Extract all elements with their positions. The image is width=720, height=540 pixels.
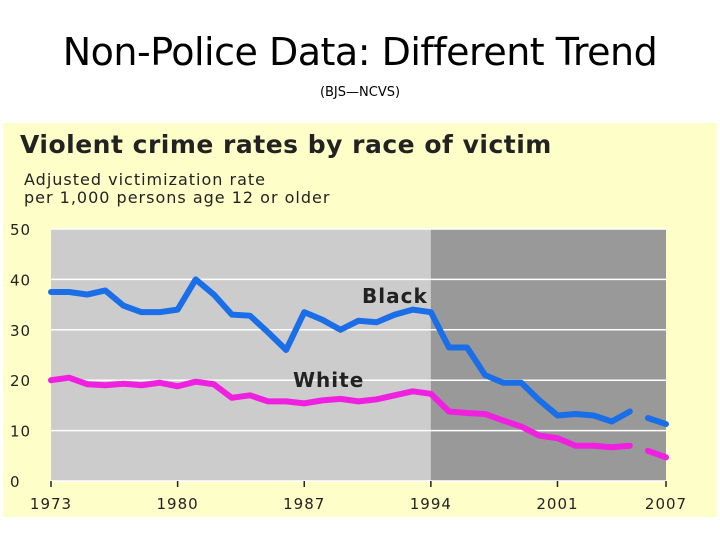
x-tick-label: 2007: [645, 495, 687, 513]
chart-subtitle-line1: Adjusted victimization rate: [24, 170, 266, 189]
plot-background: [51, 229, 433, 481]
slide-subtitle: (BJS—NCVS): [319, 85, 401, 100]
y-tick-label: 0: [10, 473, 21, 491]
series-line-white: [48, 374, 633, 451]
x-tick-label: 1994: [410, 495, 452, 513]
x-tick-label: 1987: [283, 495, 325, 513]
x-axis-ticks: 1973 1980 1987 1994 2001 2007: [30, 481, 687, 513]
series-projection-black: [644, 415, 669, 428]
series-line-black: [48, 276, 633, 425]
x-tick-label: 1980: [157, 495, 199, 513]
x-tick-label: 1973: [30, 495, 72, 513]
y-tick-label: 50: [10, 221, 31, 239]
gridlines: [51, 228, 666, 482]
chart-subtitle-line2: per 1,000 persons age 12 or older: [24, 188, 330, 207]
y-tick-label: 30: [10, 322, 31, 340]
y-tick-label: 40: [10, 271, 31, 289]
crime-rate-chart: Violent crime rates by race of victim Ad…: [10, 130, 687, 513]
y-axis-ticks: 50 40 30 20 10 0: [10, 221, 31, 491]
chart-title: Violent crime rates by race of victim: [20, 130, 552, 159]
x-tick-label: 2001: [536, 495, 578, 513]
slide-title: Non-Police Data: Different Trend: [62, 30, 658, 74]
series-lines: [48, 276, 669, 461]
chart-panel: Violent crime rates by race of victim Ad…: [3, 123, 717, 517]
series-label-white: White: [293, 368, 364, 392]
y-tick-label: 10: [10, 423, 31, 441]
series-label-black: Black: [362, 284, 428, 308]
y-tick-label: 20: [10, 372, 31, 390]
series-projection-white: [644, 447, 669, 461]
